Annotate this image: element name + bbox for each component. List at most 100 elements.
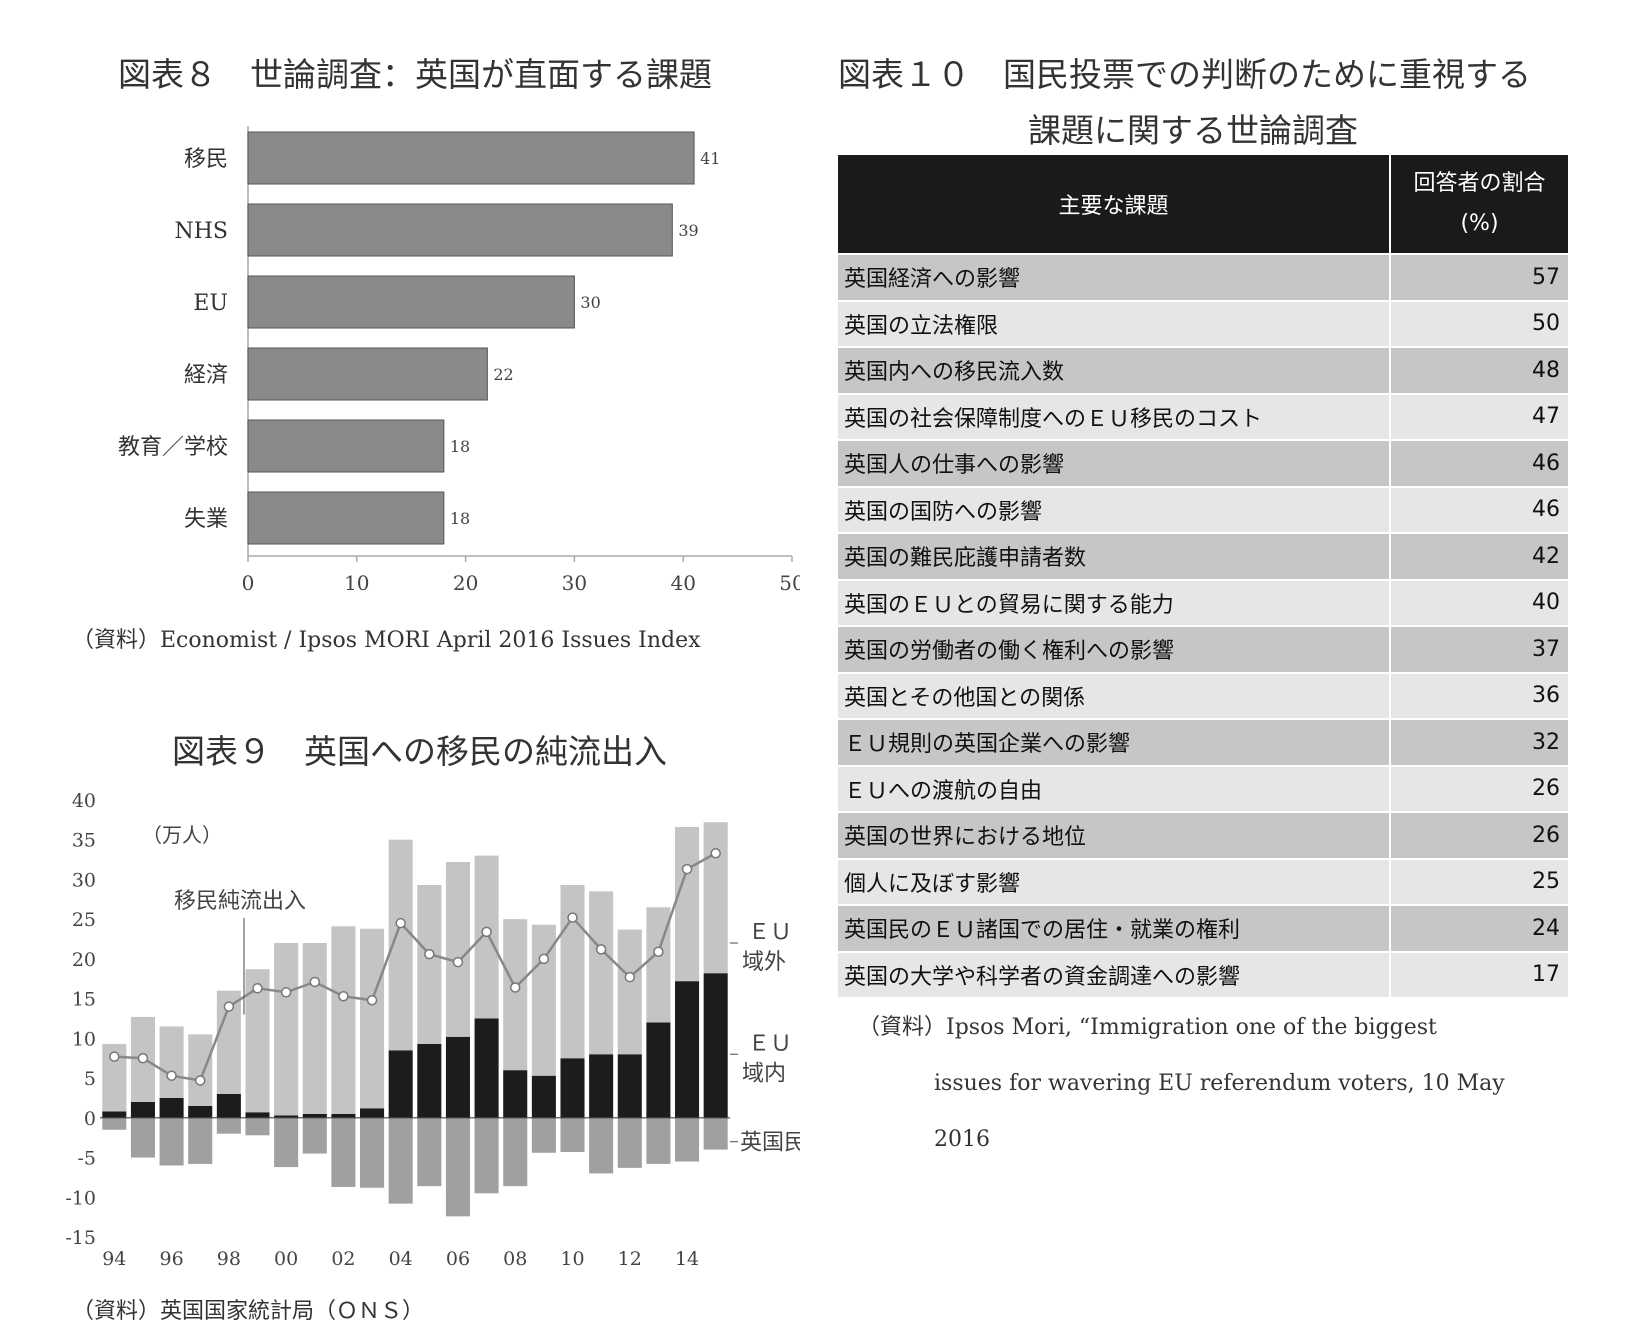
table-row: 英国とその他国との関係 36 xyxy=(838,671,1568,719)
issue-label: 英国のＥＵとの貿易に関する能力 xyxy=(838,578,1391,626)
net-migration-point xyxy=(166,1070,177,1081)
bar-eu xyxy=(274,1115,299,1118)
net-migration-point xyxy=(252,983,263,994)
figure8-title: 図表８ 世論調査：英国が直面する課題 xyxy=(118,55,712,94)
bar-eu xyxy=(503,1070,528,1118)
data-label: 30 xyxy=(580,293,600,312)
figure10-title-line1: 図表１０ 国民投票での判断のために重視する xyxy=(838,55,1531,94)
bar-uk-citizens xyxy=(445,1117,470,1217)
bar-uk-citizens xyxy=(503,1117,528,1187)
y-tick-label: 10 xyxy=(72,1028,96,1050)
net-migration-point xyxy=(710,847,721,859)
x-tick-label: 10 xyxy=(344,571,369,595)
header-share-unit: (%) xyxy=(1460,211,1499,236)
category-label: 移民 xyxy=(184,147,228,172)
figure10-source-line1: （資料）Ipsos Mori, “Immigration one of the … xyxy=(858,1015,1437,1040)
issue-value: 47 xyxy=(1390,392,1568,440)
bar-uk-citizens xyxy=(159,1117,184,1166)
category-label: 経済 xyxy=(184,363,228,388)
issue-label: 英国民のＥＵ諸国での居住・就業の権利 xyxy=(838,904,1391,952)
bar xyxy=(247,419,445,473)
bar-eu xyxy=(159,1097,184,1118)
net-migration-point xyxy=(481,926,492,938)
net-migration-point xyxy=(109,1051,120,1062)
bar-eu xyxy=(130,1101,155,1118)
x-tick-label: 10 xyxy=(560,1248,584,1270)
table-row: 個人に及ぼす影響 25 xyxy=(838,857,1568,905)
net-migration-point xyxy=(681,863,693,875)
table-row: 英国のＥＵとの貿易に関する能力 40 xyxy=(838,578,1568,626)
bar-eu xyxy=(417,1043,442,1118)
bar-eu xyxy=(675,981,700,1118)
table-row: 英国内への移民流入数 48 xyxy=(838,346,1568,394)
x-tick-label: 0 xyxy=(242,571,255,595)
bar-eu xyxy=(188,1105,213,1118)
issue-label: 英国の難民庇護申請者数 xyxy=(838,532,1391,580)
bar-non-eu xyxy=(331,926,356,1114)
bar-non-eu xyxy=(560,885,585,1059)
bar-uk-citizens xyxy=(417,1117,442,1187)
bar-eu xyxy=(445,1036,470,1118)
net-migration-point xyxy=(223,1001,235,1012)
figure10-title-line2: 課題に関する世論調査 xyxy=(1028,111,1358,150)
figure10-source-line2: issues for wavering EU referendum voters… xyxy=(934,1071,1505,1096)
issue-label: 英国の国防への影響 xyxy=(838,485,1391,533)
bar-eu xyxy=(703,973,728,1118)
bar-uk-citizens xyxy=(130,1117,155,1158)
bar-eu xyxy=(589,1054,614,1118)
x-tick-label: 20 xyxy=(453,571,478,595)
net-migration-point xyxy=(194,1075,206,1086)
category-label: EU xyxy=(193,291,228,316)
x-tick-label: 04 xyxy=(389,1248,413,1270)
x-tick-label: 98 xyxy=(217,1248,241,1270)
issue-label: 英国とその他国との関係 xyxy=(838,671,1391,719)
issue-label: 英国の社会保障制度へのＥＵ移民のコスト xyxy=(838,392,1391,440)
issues-table: 主要な課題 回答者の割合 (%) 英国経済への影響 57 英国の立法権限 50 英国内へ… xyxy=(838,155,1568,997)
bar xyxy=(247,347,488,401)
bar-uk-citizens xyxy=(617,1117,642,1168)
bar-non-eu xyxy=(531,924,556,1076)
issue-label: 英国の大学や科学者の資金調達への影響 xyxy=(838,950,1391,997)
figure8-source: （資料）Economist / Ipsos MORI April 2016 Is… xyxy=(72,628,701,653)
issue-value: 40 xyxy=(1390,578,1568,626)
figure10-source-line3: 2016 xyxy=(934,1127,990,1152)
bar-uk-citizens xyxy=(188,1117,213,1164)
bar xyxy=(247,131,695,185)
issue-value: 46 xyxy=(1390,485,1568,533)
net-migration-point xyxy=(338,991,349,1002)
x-tick-label: 94 xyxy=(102,1248,126,1270)
table-row: 英国の立法権限 50 xyxy=(838,299,1568,347)
bar-uk-citizens xyxy=(675,1117,700,1162)
bar-non-eu xyxy=(274,943,299,1116)
figure10-source: （資料）Ipsos Mori, “Immigration one of the … xyxy=(858,1000,1505,1168)
issue-value: 42 xyxy=(1390,532,1568,580)
net-migration-line xyxy=(114,852,717,1082)
table-row: ＥＵへの渡航の自由 26 xyxy=(838,764,1568,812)
bar-non-eu xyxy=(445,861,470,1037)
figure9-source: （資料）英国国家統計局（ＯＮＳ） xyxy=(72,1299,425,1324)
bar-eu xyxy=(560,1058,585,1118)
net-migration-point xyxy=(567,912,578,923)
bar-eu xyxy=(245,1112,270,1118)
bar-uk-citizens xyxy=(646,1117,671,1164)
y-tick-label: -10 xyxy=(65,1187,96,1209)
bar-non-eu xyxy=(188,1034,213,1106)
data-label: 18 xyxy=(450,509,470,528)
table-row: 英国人の仕事への影響 46 xyxy=(838,439,1568,487)
bar-eu xyxy=(302,1113,327,1118)
x-tick-label: 40 xyxy=(670,571,695,595)
bar-non-eu xyxy=(302,943,327,1114)
category-label: 教育／学校 xyxy=(118,435,228,460)
x-tick-label: 96 xyxy=(159,1248,183,1270)
legend-net-migration: 移民純流出入 xyxy=(174,889,306,914)
bar-uk-citizens xyxy=(388,1117,413,1204)
y-tick-label: -5 xyxy=(77,1148,96,1170)
issue-label: 個人に及ぼす影響 xyxy=(838,857,1391,905)
issue-value: 46 xyxy=(1390,439,1568,487)
bar-non-eu xyxy=(703,822,728,974)
x-tick-label: 00 xyxy=(274,1248,298,1270)
issue-value: 32 xyxy=(1390,718,1568,766)
figure9-title: 図表９ 英国への移民の純流出入 xyxy=(172,732,667,771)
issue-label: 英国経済への影響 xyxy=(838,253,1391,301)
bar-eu xyxy=(331,1113,356,1118)
